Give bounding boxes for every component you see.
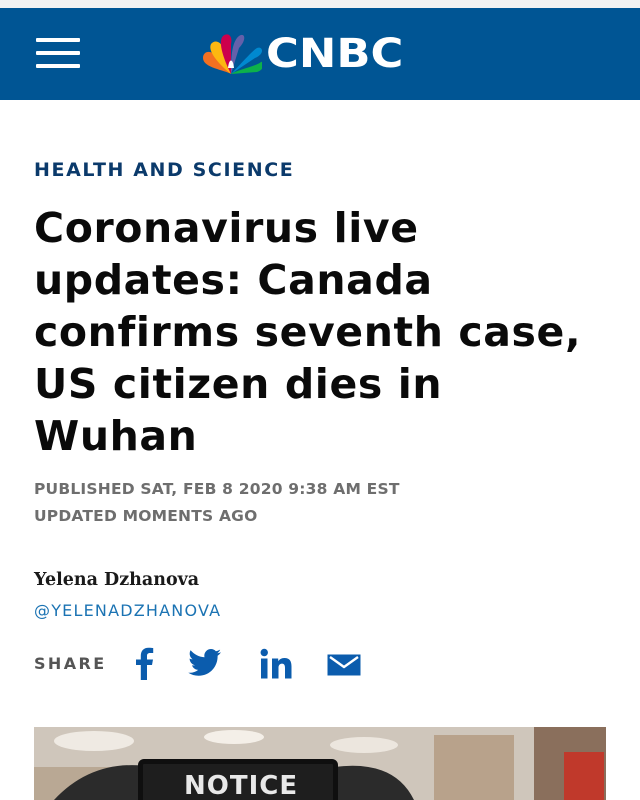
hamburger-menu-icon[interactable]: [36, 38, 80, 68]
cnbc-wordmark: CNBC: [266, 31, 404, 77]
share-label: SHARE: [34, 654, 107, 673]
menu-line: [36, 38, 80, 42]
top-navigation-bar: CNBC: [0, 0, 640, 100]
hero-notice-sign: [138, 759, 338, 800]
article-headline: Coronavirus live updates: Canada confirm…: [34, 204, 582, 460]
published-timestamp: PUBLISHED SAT, FEB 8 2020 9:38 AM EST: [34, 480, 400, 498]
facebook-icon[interactable]: [130, 646, 158, 680]
updated-timestamp: UPDATED MOMENTS AGO: [34, 507, 258, 525]
nbc-peacock-icon: [203, 34, 262, 74]
menu-line: [36, 64, 80, 68]
author-name-link[interactable]: Yelena Dzhanova: [34, 570, 200, 590]
email-icon[interactable]: [327, 654, 361, 676]
article-hero-image: NOTICE: [34, 727, 606, 800]
cnbc-logo[interactable]: CNBC: [200, 30, 440, 78]
linkedin-icon[interactable]: [258, 648, 294, 680]
menu-line: [36, 51, 80, 55]
author-twitter-link[interactable]: @YELENADZHANOVA: [34, 601, 222, 620]
twitter-icon[interactable]: [188, 648, 222, 678]
hero-sign-text: NOTICE: [184, 771, 299, 800]
section-link[interactable]: HEALTH AND SCIENCE: [34, 159, 295, 181]
